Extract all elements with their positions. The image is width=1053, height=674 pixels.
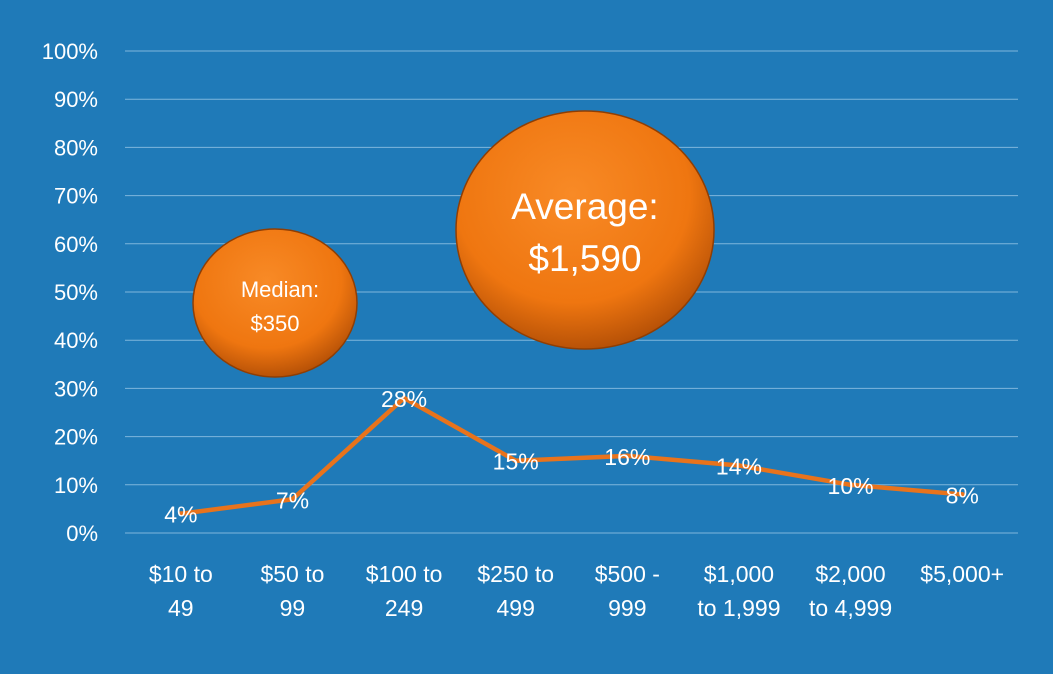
data-label: 15% <box>493 449 539 475</box>
data-label: 14% <box>716 454 762 480</box>
x-tick-label: $2,000 to 4,999 <box>809 561 892 621</box>
x-tick-label: $50 to 99 <box>260 561 324 621</box>
x-tick-label: $1,000 to 1,999 <box>697 561 780 621</box>
data-label: 8% <box>946 482 979 508</box>
y-tick-label: 60% <box>54 232 98 257</box>
data-point <box>624 453 630 459</box>
y-tick-label: 30% <box>54 376 98 401</box>
y-tick-label: 100% <box>42 39 98 64</box>
median-value: $350 <box>251 311 300 336</box>
series-polyline <box>180 395 963 516</box>
data-point <box>848 482 854 488</box>
y-tick-label: 40% <box>54 328 98 353</box>
x-tick-label: $5,000+ <box>920 561 1004 587</box>
data-label: 16% <box>604 444 650 470</box>
y-tick-label: 0% <box>66 521 98 546</box>
y-tick-label: 90% <box>54 87 98 112</box>
data-label: 7% <box>276 487 309 513</box>
median-label: Median: <box>241 277 319 302</box>
y-tick-label: 20% <box>54 425 98 450</box>
y-tick-label: 70% <box>54 184 98 209</box>
x-tick-label: $500 -999 <box>595 561 660 621</box>
data-point <box>513 458 519 464</box>
y-tick-label: 80% <box>54 135 98 160</box>
x-axis-ticks: $10 to 49 $50 to 99 $100 to 249 $250 to 499 $500… <box>149 561 1004 621</box>
x-tick-label: $100 to 249 <box>366 561 443 621</box>
median-bubble: Median: $350 <box>192 228 358 378</box>
x-tick-label: $250 to 499 <box>477 561 554 621</box>
y-axis-ticks: 0% 10% 20% 30% 40% 50% 60% 70% 80% 90% 100% <box>42 39 98 546</box>
data-label: 28% <box>381 386 427 412</box>
data-point <box>959 491 965 497</box>
average-bubble: Average: $1,590 <box>455 110 715 350</box>
data-point <box>178 511 184 517</box>
average-label: Average: <box>511 186 658 227</box>
y-tick-label: 10% <box>54 473 98 498</box>
data-labels: 4% 7% 28% 15% 16% 14% 10% 8% <box>164 386 979 528</box>
data-point <box>289 496 295 502</box>
x-tick-label: $10 to 49 <box>149 561 213 621</box>
data-label: 10% <box>828 473 874 499</box>
series-line <box>178 395 965 517</box>
data-label: 4% <box>164 502 197 528</box>
data-point <box>736 463 742 469</box>
average-value: $1,590 <box>528 238 641 279</box>
y-tick-label: 50% <box>54 280 98 305</box>
data-point <box>401 395 407 401</box>
